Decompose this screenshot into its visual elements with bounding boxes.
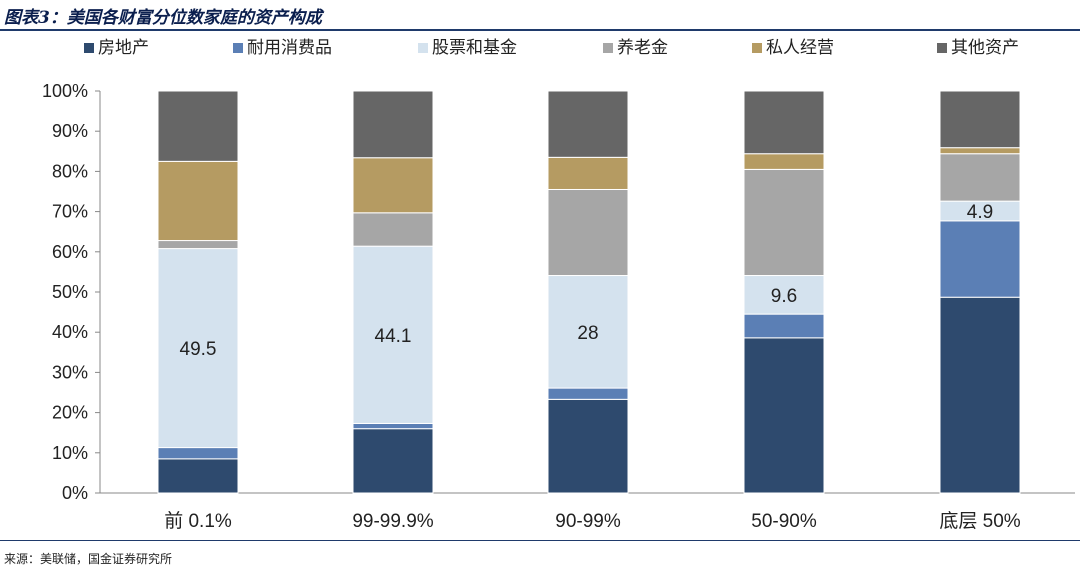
bar-segment (939, 153, 1021, 202)
x-tick-label: 底层 50% (939, 510, 1020, 532)
bar-segment (743, 168, 825, 277)
y-tick-label: 30% (52, 362, 88, 382)
legend-swatch (418, 43, 428, 53)
bar-segment (547, 387, 629, 400)
title-bar: 图表3：美国各财富分位数家庭的资产构成 (0, 0, 1080, 31)
bar-segment (743, 337, 825, 494)
data-label: 28 (577, 323, 598, 344)
legend-label: 房地产 (98, 38, 149, 58)
legend-label: 私人经营 (766, 38, 834, 58)
bar-segment (547, 188, 629, 277)
bar-segment (939, 90, 1021, 149)
y-tick-label: 70% (52, 202, 88, 222)
legend-item: 房地产 (84, 38, 149, 58)
bar-segment (547, 156, 629, 190)
bar-segment (352, 245, 434, 424)
bar-segment (743, 90, 825, 155)
y-tick-label: 40% (52, 322, 88, 342)
bar-segment (157, 240, 239, 250)
bar-segment (939, 296, 1021, 494)
data-label: 44.1 (375, 326, 412, 347)
bar-segment (157, 248, 239, 449)
bar-segment (157, 90, 239, 162)
source-note: 来源：美联储，国金证券研究所 (4, 552, 173, 566)
y-tick-label: 0% (62, 483, 88, 503)
bar-segment (547, 90, 629, 158)
x-tick-label: 前 0.1% (164, 510, 232, 532)
bar-segment (939, 220, 1021, 298)
bar-segment (939, 147, 1021, 155)
bar-segment (743, 153, 825, 170)
y-tick-label: 60% (52, 242, 88, 262)
bottom-divider (0, 540, 1080, 541)
bar-segment (352, 428, 434, 494)
bar-segment (352, 212, 434, 247)
bar-segment (743, 313, 825, 339)
x-tick-label: 90-99% (555, 511, 621, 532)
y-tick-label: 20% (52, 403, 88, 423)
legend-swatch (752, 43, 762, 53)
bar-segment (352, 157, 434, 214)
bar-segment (157, 160, 239, 242)
y-tick-label: 100% (42, 81, 88, 101)
legend-label: 股票和基金 (432, 38, 517, 58)
stacked-bar-chart: 0% 10% 20% 30% 40% 50% 60% 70% 80% 90% 100% 49.5 前 0… (42, 38, 1075, 532)
legend-swatch (603, 43, 613, 53)
y-tick-label: 90% (52, 121, 88, 141)
bar-segment (547, 398, 629, 494)
bar-segment (352, 422, 434, 430)
legend-label: 耐用消费品 (247, 38, 332, 58)
legend-label: 养老金 (617, 38, 668, 58)
bar-segment (157, 458, 239, 494)
legend-swatch (84, 43, 94, 53)
legend-label: 其他资产 (951, 38, 1019, 58)
legend-item: 私人经营 (752, 38, 834, 58)
bar-segment (352, 90, 434, 159)
data-label: 49.5 (180, 339, 217, 360)
x-tick-label: 50-90% (751, 511, 817, 532)
data-label: 9.6 (771, 286, 797, 307)
chart-title: 图表3：美国各财富分位数家庭的资产构成 (4, 8, 322, 28)
legend-swatch (233, 43, 243, 53)
legend-item: 其他资产 (937, 38, 1019, 58)
bar-segment (547, 275, 629, 389)
title-divider (0, 29, 1080, 31)
legend-swatch (937, 43, 947, 53)
bar-segment (157, 447, 239, 460)
data-label: 4.9 (967, 202, 993, 223)
legend-item: 股票和基金 (418, 38, 517, 58)
y-tick-label: 80% (52, 161, 88, 181)
x-tick-label: 99-99.9% (352, 511, 433, 532)
legend-item: 养老金 (603, 38, 668, 58)
y-tick-label: 50% (52, 282, 88, 302)
y-tick-label: 10% (52, 443, 88, 463)
legend-item: 耐用消费品 (233, 38, 332, 58)
